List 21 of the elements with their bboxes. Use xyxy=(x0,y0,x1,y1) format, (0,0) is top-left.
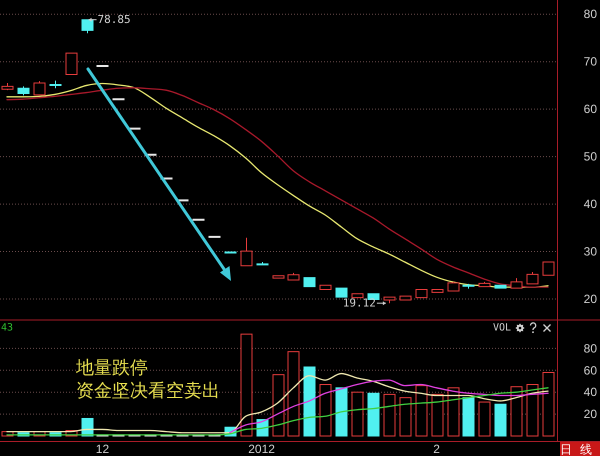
chart-title: VOL xyxy=(493,322,512,334)
y-tick-label: 70 xyxy=(584,54,598,69)
annotation: 78.85 xyxy=(98,13,131,26)
y-tick-label: 60 xyxy=(584,363,598,378)
y-tick-label: 20 xyxy=(584,407,598,422)
x-tick-label: 12 xyxy=(96,442,110,456)
annotation: 资金坚决看空卖出 xyxy=(76,380,220,402)
annotation: 43 xyxy=(1,322,14,334)
x-tick-label: 2012 xyxy=(248,442,276,456)
y-tick-label: 40 xyxy=(584,197,598,212)
tab-button: 日线 xyxy=(560,442,600,456)
annotation: 19.12 xyxy=(342,296,376,310)
y-tick-label: 40 xyxy=(584,385,598,400)
y-tick-label: 50 xyxy=(584,150,598,164)
x-tick-label: 2 xyxy=(433,442,440,456)
annotation: 地量跌停 xyxy=(75,358,148,378)
y-tick-label: 80 xyxy=(584,7,598,22)
y-tick-label: 80 xyxy=(584,341,598,356)
y-tick-label: 20 xyxy=(584,292,598,306)
y-tick-label: 60 xyxy=(584,102,598,116)
y-tick-label: 30 xyxy=(584,244,598,259)
